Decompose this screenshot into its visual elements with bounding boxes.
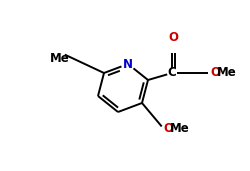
Text: O: O <box>209 67 219 80</box>
Text: O: O <box>162 122 172 135</box>
Text: Me: Me <box>216 67 236 80</box>
Text: O: O <box>168 31 178 44</box>
Text: Me: Me <box>50 51 70 64</box>
Text: Me: Me <box>169 122 189 135</box>
Text: N: N <box>122 57 132 70</box>
Text: C: C <box>167 67 176 80</box>
